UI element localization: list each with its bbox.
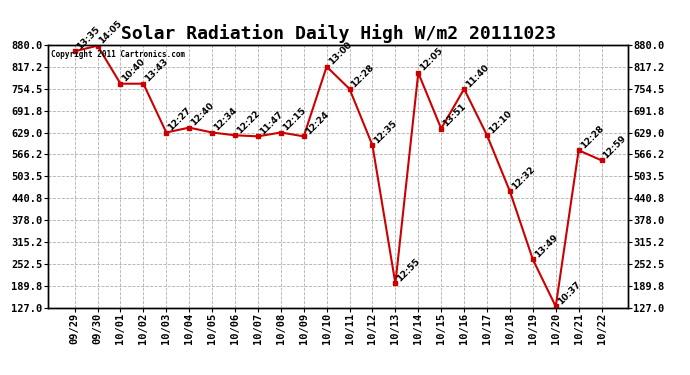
Text: 13:00: 13:00 [326,40,353,67]
Text: 13:49: 13:49 [533,232,560,260]
Text: 13:43: 13:43 [144,57,170,84]
Text: 12:32: 12:32 [510,165,537,191]
Text: 11:47: 11:47 [258,110,285,136]
Text: 11:40: 11:40 [464,62,491,89]
Text: 12:27: 12:27 [166,106,193,132]
Text: 12:28: 12:28 [579,124,605,150]
Text: 10:40: 10:40 [121,57,147,84]
Text: 12:40: 12:40 [189,101,216,128]
Text: 13:35: 13:35 [75,25,101,51]
Text: 10:37: 10:37 [555,280,582,306]
Text: 13:51: 13:51 [441,102,468,129]
Text: 12:35: 12:35 [373,119,399,146]
Text: 12:55: 12:55 [395,257,422,284]
Title: Solar Radiation Daily High W/m2 20111023: Solar Radiation Daily High W/m2 20111023 [121,24,555,44]
Text: 12:05: 12:05 [418,46,445,73]
Text: Copyright 2011 Cartronics.com: Copyright 2011 Cartronics.com [51,50,186,59]
Text: 12:28: 12:28 [350,62,376,89]
Text: 12:59: 12:59 [602,134,629,160]
Text: 12:10: 12:10 [487,109,513,135]
Text: 12:24: 12:24 [304,110,331,136]
Text: 14:05: 14:05 [97,19,124,46]
Text: 12:22: 12:22 [235,109,262,135]
Text: 12:34: 12:34 [212,106,239,132]
Text: 12:15: 12:15 [281,106,308,132]
